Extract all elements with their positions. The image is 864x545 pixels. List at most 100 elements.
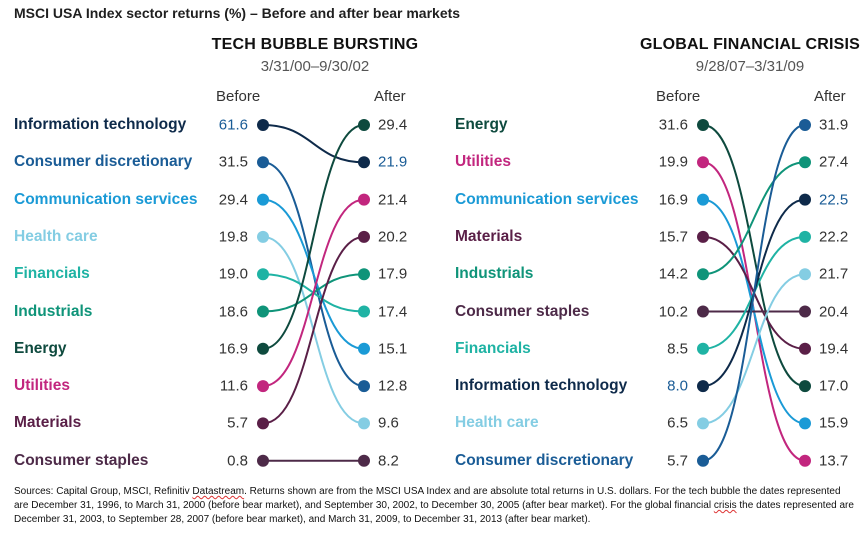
p2-line-industrials bbox=[702, 161, 806, 276]
p2-after-value-communication-services: 15.9 bbox=[819, 414, 849, 432]
p2-after-dot-consumer-discretionary bbox=[799, 119, 811, 131]
p2-before-dot-energy bbox=[697, 119, 709, 131]
p2-before-dot-communication-services bbox=[697, 193, 709, 206]
footnote: Sources: Capital Group, MSCI, Refinitiv … bbox=[14, 485, 856, 527]
p2-sector-label-energy: Energy bbox=[455, 116, 508, 133]
p2-after-dot-materials bbox=[799, 342, 811, 355]
footnote-squiggle-2: crisis bbox=[713, 500, 737, 511]
p1-after-value-consumer-staples: 8.2 bbox=[378, 452, 399, 470]
p2-before-dot-consumer-discretionary bbox=[697, 454, 709, 467]
p1-after-value-communication-services: 15.1 bbox=[378, 340, 408, 358]
p2-line-health-care bbox=[702, 273, 806, 425]
p1-after-value-financials: 17.4 bbox=[378, 303, 408, 320]
panel-1-subtitle: 3/31/00–9/30/02 bbox=[260, 58, 370, 75]
p1-before-dot-consumer-discretionary bbox=[257, 156, 269, 169]
p2-sector-label-financials: Financials bbox=[455, 339, 531, 357]
p1-after-dot-health-care bbox=[358, 417, 370, 430]
p1-before-dot-industrials bbox=[257, 305, 269, 318]
p2-sector-label-utilities: Utilities bbox=[455, 153, 511, 171]
p2-before-value-materials: 15.7 bbox=[658, 228, 688, 246]
p2-after-dot-energy bbox=[799, 380, 811, 393]
p1-after-value-consumer-discretionary: 12.8 bbox=[378, 377, 408, 395]
p2-before-value-communication-services: 16.9 bbox=[658, 191, 688, 209]
p2-after-value-utilities: 13.7 bbox=[819, 452, 849, 470]
p2-before-value-energy: 31.6 bbox=[658, 116, 688, 134]
p1-before-dot-energy bbox=[257, 342, 269, 355]
p1-after-value-health-care: 9.6 bbox=[378, 414, 399, 432]
p1-sector-label-information-technology: Information technology bbox=[14, 116, 187, 133]
p1-after-value-utilities: 21.4 bbox=[378, 191, 408, 209]
p2-before-dot-materials bbox=[697, 230, 709, 243]
p2-before-value-information-technology: 8.0 bbox=[667, 377, 688, 395]
p1-sector-label-financials: Financials bbox=[14, 265, 90, 283]
p2-before-value-industrials: 14.2 bbox=[658, 265, 688, 283]
p1-after-value-materials: 20.2 bbox=[378, 228, 408, 246]
p1-before-value-consumer-discretionary: 31.5 bbox=[218, 153, 248, 171]
p2-before-dot-industrials bbox=[697, 268, 709, 281]
p1-before-value-financials: 19.0 bbox=[218, 265, 248, 283]
p1-before-value-consumer-staples: 0.8 bbox=[227, 452, 248, 470]
p1-before-dot-utilities bbox=[257, 380, 269, 393]
p2-line-consumer-discretionary bbox=[702, 124, 806, 462]
p1-after-dot-financials bbox=[358, 305, 370, 318]
p2-after-dot-industrials bbox=[799, 156, 811, 169]
p1-after-dot-information-technology bbox=[358, 156, 370, 169]
p2-sector-label-materials: Materials bbox=[455, 227, 523, 245]
p1-before-dot-consumer-staples bbox=[257, 454, 269, 467]
p2-after-value-materials: 19.4 bbox=[819, 340, 849, 358]
p1-before-value-industrials: 18.6 bbox=[218, 303, 248, 320]
p2-before-dot-information-technology bbox=[697, 380, 709, 393]
p2-after-dot-information-technology bbox=[799, 193, 811, 206]
panel-2-before-header: Before bbox=[656, 88, 701, 105]
p2-before-dot-consumer-staples bbox=[697, 305, 709, 318]
p1-sector-label-energy: Energy bbox=[14, 339, 67, 357]
p1-after-dot-consumer-discretionary bbox=[358, 380, 370, 393]
p1-after-dot-energy bbox=[358, 119, 370, 131]
panel-2-subtitle: 9/28/07–3/31/09 bbox=[695, 58, 805, 75]
p1-sector-label-industrials: Industrials bbox=[14, 302, 93, 320]
panel-1-before-header: Before bbox=[216, 88, 261, 105]
p2-after-dot-health-care bbox=[799, 268, 811, 281]
p2-after-value-information-technology: 22.5 bbox=[819, 191, 849, 209]
p1-sector-label-consumer-staples: Consumer staples bbox=[14, 451, 149, 469]
panel-1-after-header: After bbox=[374, 88, 406, 105]
p1-sector-label-utilities: Utilities bbox=[14, 377, 70, 395]
p1-sector-label-consumer-discretionary: Consumer discretionary bbox=[14, 153, 193, 171]
footnote-part-3: the dates represented are December 31, 2… bbox=[14, 500, 854, 525]
p1-sector-label-communication-services: Communication services bbox=[14, 190, 198, 208]
p2-after-dot-consumer-staples bbox=[799, 305, 811, 318]
footnote-squiggle-1: Datastream bbox=[192, 486, 245, 497]
p1-after-value-information-technology: 21.9 bbox=[378, 153, 408, 171]
panel-1-title: TECH BUBBLE BURSTING bbox=[211, 36, 419, 53]
main-title: MSCI USA Index sector returns (%) – Befo… bbox=[14, 5, 461, 21]
p1-line-utilities bbox=[262, 198, 365, 388]
p1-before-value-communication-services: 29.4 bbox=[218, 191, 248, 209]
p2-before-value-health-care: 6.5 bbox=[667, 414, 688, 432]
p1-after-dot-utilities bbox=[358, 193, 370, 206]
p2-sector-label-information-technology: Information technology bbox=[455, 377, 628, 395]
p2-after-value-financials: 22.2 bbox=[819, 228, 849, 246]
p2-after-dot-communication-services bbox=[799, 417, 811, 430]
p1-after-dot-consumer-staples bbox=[358, 454, 370, 467]
footnote-part-2: . Returns shown are from the MSCI USA In… bbox=[14, 486, 841, 511]
p2-before-value-consumer-staples: 10.2 bbox=[658, 303, 688, 320]
p1-before-dot-communication-services bbox=[257, 193, 269, 206]
p2-after-value-health-care: 21.7 bbox=[819, 265, 849, 283]
p2-after-value-industrials: 27.4 bbox=[819, 153, 849, 171]
footnote-part-1: Sources: Capital Group, MSCI, Refinitiv bbox=[14, 486, 193, 497]
p1-sector-label-health-care: Health care bbox=[14, 227, 98, 245]
p2-before-value-financials: 8.5 bbox=[667, 340, 688, 358]
p2-before-value-utilities: 19.9 bbox=[658, 153, 688, 171]
p2-after-dot-utilities bbox=[799, 454, 811, 467]
p1-before-value-health-care: 19.8 bbox=[218, 228, 248, 246]
p2-before-dot-financials bbox=[697, 342, 709, 355]
p1-before-value-materials: 5.7 bbox=[227, 414, 248, 432]
p2-after-value-consumer-staples: 20.4 bbox=[819, 303, 849, 320]
slope-chart bbox=[257, 119, 811, 467]
p1-before-value-energy: 16.9 bbox=[218, 340, 248, 358]
p2-before-dot-health-care bbox=[697, 417, 709, 430]
p2-before-dot-utilities bbox=[697, 156, 709, 169]
p1-sector-label-materials: Materials bbox=[14, 414, 82, 432]
p1-after-value-industrials: 17.9 bbox=[378, 265, 408, 283]
p1-before-dot-information-technology bbox=[257, 119, 269, 131]
